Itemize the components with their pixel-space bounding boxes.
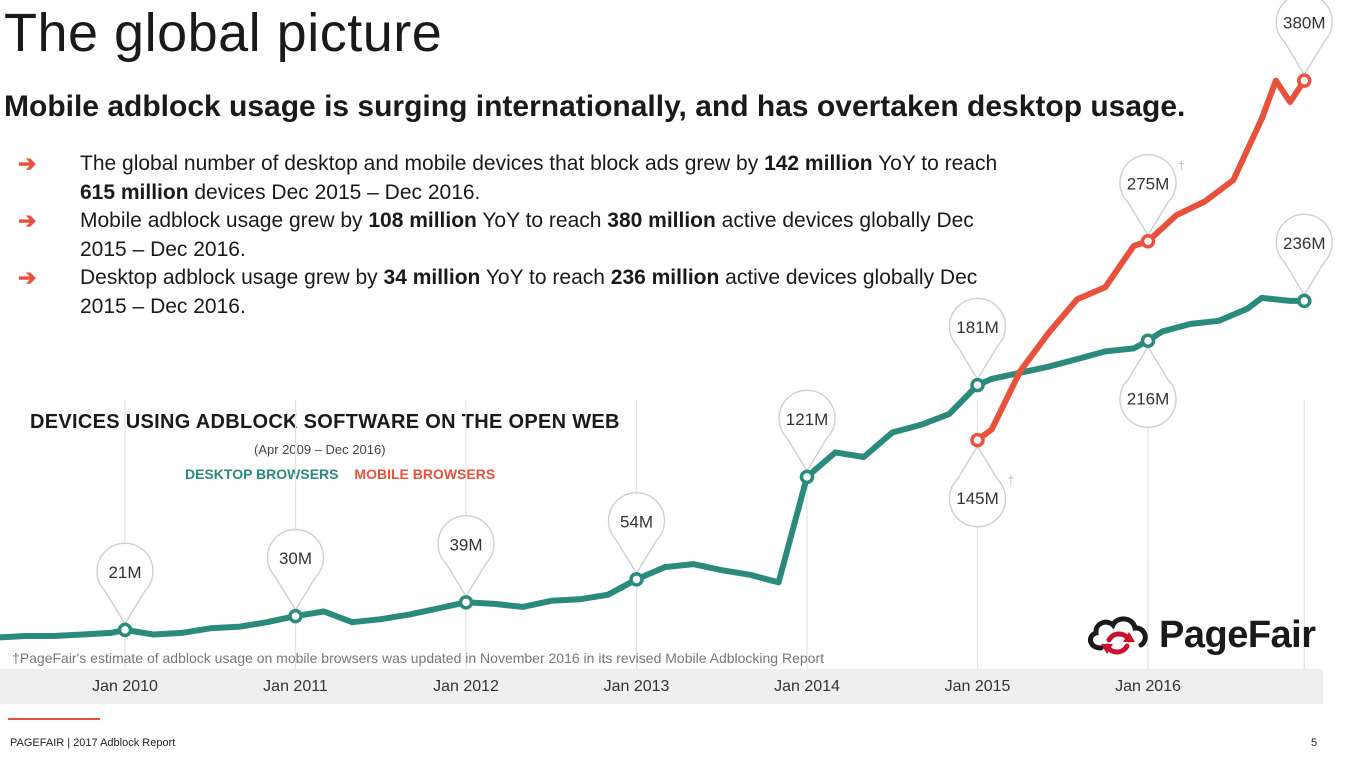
- slide-title: The global picture: [4, 3, 443, 63]
- value-callout: 380M: [1275, 0, 1333, 88]
- bullet-text: Mobile adblock usage grew by 108 million…: [80, 207, 1018, 264]
- value-callout: 216M: [1119, 333, 1177, 428]
- data-point-marker: [970, 432, 985, 448]
- callout-bubble: [1119, 153, 1177, 237]
- bullet-item: ➔ Desktop adblock usage grew by 34 milli…: [18, 264, 1018, 321]
- chart-title: DEVICES USING ADBLOCK SOFTWARE ON THE OP…: [30, 411, 620, 433]
- bullet-figure: 108 million: [368, 209, 477, 232]
- callout-bubble: [948, 297, 1007, 381]
- cloud-sync-icon: [1087, 616, 1148, 655]
- value-callout: 54M: [607, 492, 666, 587]
- data-point-marker: [288, 608, 303, 624]
- desktop-series-line: [0, 294, 1308, 641]
- footer-report-name: PAGEFAIR | 2017 Adblock Report: [10, 737, 176, 749]
- callout-bubble: [948, 444, 1007, 528]
- bullet-text-part: active devices globally Dec 2015 – Dec 2…: [80, 209, 974, 261]
- callout-label: 121M: [786, 410, 829, 429]
- x-tick-label: Jan 2012: [433, 678, 499, 695]
- chart-legend: DESKTOP BROWSERS MOBILE BROWSERS: [185, 466, 495, 482]
- value-callout: 30M: [266, 528, 325, 624]
- page-number: 5: [1311, 737, 1318, 749]
- pagefair-logo: PageFair: [1083, 610, 1323, 660]
- legend-desktop: DESKTOP BROWSERS: [185, 466, 339, 482]
- bullet-text-part: Desktop adblock usage grew by: [80, 266, 384, 289]
- bullet-figure: 236 million: [610, 266, 720, 289]
- bullet-figure: 142 million: [764, 152, 873, 175]
- x-tick-label: Jan 2015: [945, 678, 1011, 695]
- legend-mobile: MOBILE BROWSERS: [354, 466, 496, 482]
- bullet-figure: 615 million: [80, 180, 189, 204]
- callout-dagger: †: [1008, 473, 1015, 487]
- footer-rule: [8, 718, 100, 720]
- brand-name: PageFair: [1159, 614, 1316, 656]
- callout-bubble: [607, 492, 666, 575]
- chart-date-range: (Apr 2009 – Dec 2016): [254, 442, 386, 457]
- value-callout: 181M: [948, 297, 1007, 393]
- x-tick-label: Jan 2014: [774, 678, 840, 695]
- key-points-list: ➔ The global number of desktop and mobil…: [18, 150, 1018, 321]
- data-point-marker: [1297, 73, 1312, 88]
- callout-label: 54M: [620, 512, 653, 531]
- data-point-marker: [629, 572, 644, 587]
- bullet-text-part: devices Dec 2015 – Dec 2016.: [188, 180, 481, 204]
- callout-label: 145M: [956, 489, 999, 508]
- value-callout: 21M: [96, 542, 154, 638]
- callout-bubble: [266, 528, 325, 612]
- bullet-text-part: YoY to reach: [872, 152, 998, 175]
- bullet-text-part: YoY to reach: [480, 266, 611, 289]
- x-tick-label: Jan 2016: [1115, 678, 1181, 695]
- value-callout: 39M: [437, 515, 495, 610]
- bullet-text-part: YoY to reach: [476, 209, 608, 232]
- bullet-figure: 380 million: [607, 209, 716, 232]
- callout-bubble: [1275, 213, 1333, 297]
- bullet-text-part: The global number of desktop and mobile …: [80, 152, 765, 175]
- bullet-item: ➔ Mobile adblock usage grew by 108 milli…: [18, 207, 1018, 264]
- callout-label: 236M: [1283, 234, 1326, 253]
- slide-subtitle: Mobile adblock usage is surging internat…: [4, 90, 1186, 123]
- arrow-icon: ➔: [18, 265, 37, 290]
- callout-label: 216M: [1127, 390, 1170, 409]
- data-point-marker: [458, 595, 474, 610]
- callout-label: 39M: [449, 535, 482, 554]
- data-point-marker: [970, 377, 985, 393]
- value-callout: 145M †: [948, 432, 1015, 528]
- callout-bubble: [96, 542, 154, 626]
- callout-bubble: [1275, 0, 1333, 76]
- x-tick-label: Jan 2013: [604, 678, 670, 695]
- x-tick-label: Jan 2010: [92, 678, 158, 695]
- x-tick-label: Jan 2011: [263, 678, 328, 695]
- bullet-figure: 34 million: [383, 266, 481, 289]
- data-point-marker: [1140, 333, 1156, 348]
- value-callout: 236M: [1275, 213, 1333, 309]
- data-point-marker: [1140, 234, 1156, 249]
- footnote: †PageFair's estimate of adblock usage on…: [12, 650, 824, 666]
- bullet-text-part: active devices globally Dec 2015 – Dec 2…: [80, 266, 978, 318]
- arrow-icon: ➔: [18, 208, 37, 233]
- bullet-text-part: Mobile adblock usage grew by: [80, 209, 369, 232]
- value-callout: 121M: [778, 389, 836, 485]
- data-point-marker: [1297, 293, 1312, 309]
- x-axis-band: [0, 669, 1323, 704]
- callout-label: 380M: [1283, 14, 1326, 33]
- callout-label: 275M: [1127, 174, 1170, 193]
- callout-label: 30M: [279, 549, 312, 568]
- callout-bubble: [1119, 345, 1177, 428]
- callout-bubble: [437, 515, 495, 598]
- bullet-item: ➔ The global number of desktop and mobil…: [18, 150, 1018, 207]
- arrow-icon: ➔: [18, 151, 37, 176]
- callout-bubble: [778, 389, 836, 473]
- data-point-marker: [117, 622, 133, 638]
- callout-label: 21M: [108, 563, 141, 582]
- data-point-marker: [799, 469, 815, 485]
- value-callout: 275M †: [1119, 153, 1185, 249]
- bullet-text: Desktop adblock usage grew by 34 million…: [80, 264, 1018, 321]
- callout-label: 181M: [956, 318, 999, 337]
- callout-dagger: †: [1178, 158, 1185, 172]
- bullet-text: The global number of desktop and mobile …: [80, 150, 1018, 207]
